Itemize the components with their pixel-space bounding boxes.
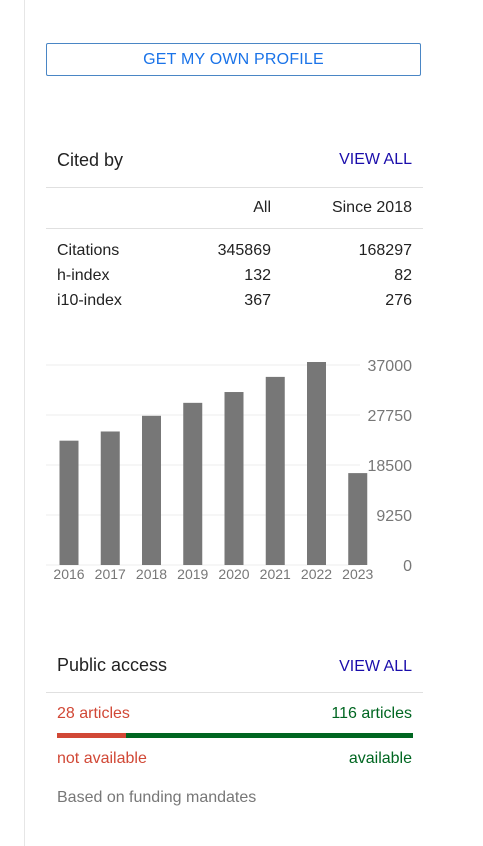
bar-2016[interactable] (59, 440, 79, 565)
x-tick-label-2018: 2018 (136, 566, 167, 582)
y-tick-label: 18500 (368, 458, 413, 475)
y-tick-label: 37000 (368, 358, 413, 375)
x-tick-label-2023: 2023 (342, 566, 373, 582)
bar-2023[interactable] (348, 473, 368, 565)
available-count-link[interactable]: 116 articles (331, 705, 412, 722)
bar-2017[interactable] (100, 431, 120, 565)
y-tick-label: 9250 (376, 508, 412, 525)
x-tick-label-2016: 2016 (53, 566, 84, 582)
i10-index-since-value: 276 (385, 292, 412, 309)
divider (46, 228, 423, 229)
x-tick-label-2019: 2019 (177, 566, 208, 582)
column-header-since: Since 2018 (331, 199, 412, 216)
row-label-h-index: h-index (57, 267, 110, 284)
divider (46, 692, 423, 693)
bar-2020[interactable] (224, 392, 244, 565)
not-available-label: not available (57, 750, 147, 767)
i10-index-all-value: 367 (244, 292, 271, 309)
bar-2018[interactable] (142, 415, 161, 565)
x-tick-label-2017: 2017 (95, 566, 126, 582)
bar-2021[interactable] (265, 376, 285, 565)
available-bar (126, 733, 413, 738)
citations-all-value: 345869 (217, 242, 271, 259)
citations-since-value: 168297 (358, 242, 412, 259)
public-access-view-all-link[interactable]: VIEW ALL (339, 658, 412, 675)
public-access-title: Public access (57, 655, 168, 675)
row-label-citations: Citations (57, 242, 120, 259)
bar-2019[interactable] (183, 402, 203, 565)
x-tick-label-2022: 2022 (301, 566, 332, 582)
y-tick-label: 27750 (368, 408, 413, 425)
column-header-all: All (253, 199, 271, 216)
x-tick-label-2021: 2021 (260, 566, 291, 582)
available-label: available (348, 750, 412, 767)
bar-2022[interactable] (307, 362, 326, 565)
not-available-count-link[interactable]: 28 articles (57, 705, 130, 722)
h-index-since-value: 82 (394, 267, 412, 284)
left-divider (24, 0, 25, 846)
divider (46, 187, 423, 188)
cited-by-view-all-link[interactable]: VIEW ALL (339, 151, 412, 168)
funding-mandates-note: Based on funding mandates (57, 789, 257, 806)
not-available-bar (57, 733, 126, 738)
cited-by-title: Cited by (57, 150, 124, 170)
citations-per-year-chart: 37000 27750 18500 9250 0 2016 2017 2018 2019 2020… (46, 358, 413, 582)
row-label-i10-index: i10-index (57, 292, 122, 309)
x-tick-label-2020: 2020 (218, 566, 249, 582)
h-index-all-value: 132 (244, 267, 271, 284)
get-my-own-profile-button[interactable]: GET MY OWN PROFILE (46, 43, 421, 76)
y-tick-label: 0 (403, 558, 412, 575)
